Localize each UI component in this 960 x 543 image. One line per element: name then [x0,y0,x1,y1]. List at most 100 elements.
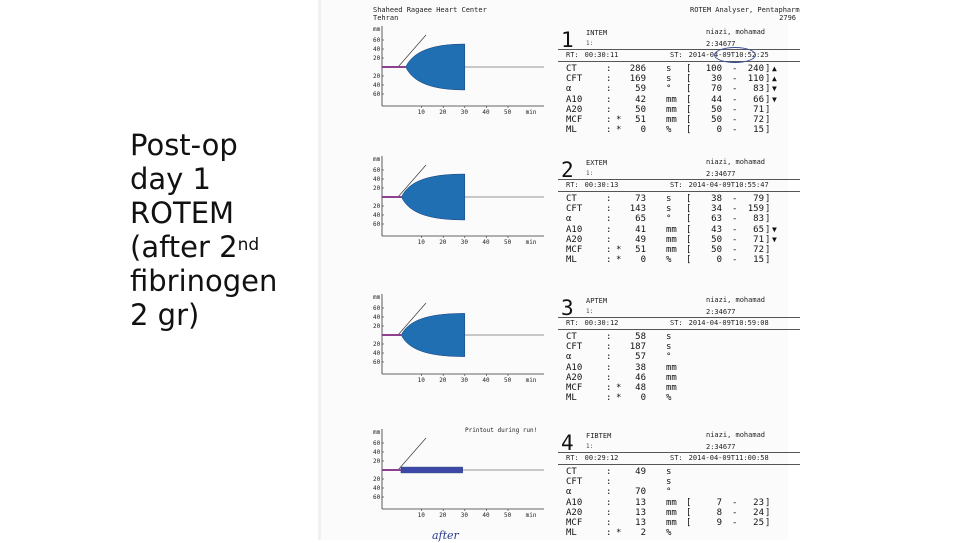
alpha-angle-line [397,302,427,336]
x-tick-label: 20 [439,109,447,116]
parameter-unit: % [666,393,672,404]
parameter-name: CT [566,467,577,477]
channel-label: 1: [586,40,594,47]
range-close-bracket: ] [765,497,771,508]
parameter-value: 58 [635,332,646,342]
range-close-bracket: ] [765,204,771,215]
y-tick-label: 60 [373,305,381,312]
parameter-unit: s [666,194,672,204]
y-tick-label: 40 [373,46,381,53]
parameter-value: 65 [635,214,646,225]
range-open-bracket: [ [686,125,692,136]
range-max: 65 [753,224,764,235]
patient-id: 2:34677 [706,308,736,316]
low-flag-icon: ▼ [772,84,777,94]
run-time: 00:30:13 [584,181,619,189]
range-dash: - [732,507,738,518]
test-name: INTEM [586,29,608,37]
parameter-unit: mm [666,507,677,518]
x-tick-label: 30 [461,109,469,116]
range-min: 63 [711,214,722,225]
patient-info: niazi, mohamad 2:34677 [706,156,765,180]
parameter-value: 73 [635,194,646,204]
rt-label: RT: [566,319,579,327]
parameter-name: A10 [566,497,583,508]
run-time-row: RT: 00:29:12 ST: 2014-04-09T11:00:58 [566,454,769,462]
handwritten-circle-mark [714,47,756,63]
parameter-name: CT [566,332,577,342]
parameter-value: 0 [640,125,646,136]
range-open-bracket: [ [686,244,692,255]
range-max: 15 [753,125,764,136]
tentative-marker: * [616,528,622,539]
y-tick-label: 20 [373,185,381,192]
tentative-marker: * [616,114,622,125]
range-max: 159 [747,204,764,215]
range-min: 50 [711,104,722,115]
range-dash: - [732,234,738,245]
y-unit-label: mm [373,26,381,33]
y-unit-label: mm [373,294,381,301]
range-max: 66 [753,94,764,105]
clot-trace [400,466,463,474]
range-dash: - [732,255,738,266]
tentative-marker: * [616,393,622,404]
range-dash: - [732,64,738,74]
parameter-unit: ° [666,352,672,363]
parameter-name: CFT [566,74,583,85]
x-unit-label: min [526,377,537,384]
parameter-unit: ° [666,214,672,225]
range-open-bracket: [ [686,497,692,508]
test-name: EXTEM [586,159,608,167]
range-max: 110 [747,74,764,85]
y-tick-label: 20 [373,458,381,465]
range-max: 79 [753,194,764,204]
parameter-unit: mm [666,244,677,255]
test-panel-fibtem: mm 60 40 20 20 40 60 10 20 30 40 50 min Printout duri… [370,425,800,543]
st-label: ST: [670,181,683,189]
patient-name: niazi, mohamad [706,296,766,304]
range-min: 8 [716,507,722,518]
range-open-bracket: [ [686,194,692,204]
y-tick-label: 40 [373,212,381,219]
low-flag-icon: ▼ [772,234,777,244]
parameter-value: 49 [635,467,646,477]
x-tick-label: 10 [418,512,426,519]
y-tick-label: 20 [373,203,381,210]
low-flag-icon: ▼ [772,94,777,104]
x-tick-label: 40 [482,239,490,246]
parameter-value: 50 [635,104,646,115]
parameter-value: 13 [635,517,646,528]
y-tick-label: 40 [373,485,381,492]
colon: : [606,342,612,353]
tentative-marker: * [616,255,622,266]
parameter-value: 41 [635,224,646,235]
parameter-unit: mm [666,234,677,245]
patient-name: niazi, mohamad [706,158,766,166]
range-open-bracket: [ [686,507,692,518]
patient-id: 2:34677 [706,170,736,178]
test-number: 4 [561,431,574,455]
range-close-bracket: ] [765,244,771,255]
parameter-name: MCF [566,244,583,255]
range-close-bracket: ] [765,94,771,105]
range-close-bracket: ] [765,104,771,115]
range-max: 15 [753,255,764,266]
divider-line [558,191,800,192]
run-time-row: RT: 00:30:13 ST: 2014-04-09T10:55:47 [566,181,769,189]
parameter-name: MCF [566,114,583,125]
colon: : [606,393,612,404]
divider-line [558,317,800,318]
caption-line-5: fibrinogen [130,264,278,298]
colon: : [606,517,612,528]
range-close-bracket: ] [765,125,771,136]
range-dash: - [732,125,738,136]
y-tick-label: 20 [373,55,381,62]
temogram-intem: mm 60 40 20 20 40 60 10 20 30 40 50 min [373,26,544,116]
y-unit-label: mm [373,429,381,436]
caption-line-2: day 1 [130,162,212,196]
range-close-bracket: ] [765,255,771,266]
parameter-unit: s [666,204,672,215]
range-dash: - [732,224,738,235]
x-unit-label: min [526,109,537,116]
